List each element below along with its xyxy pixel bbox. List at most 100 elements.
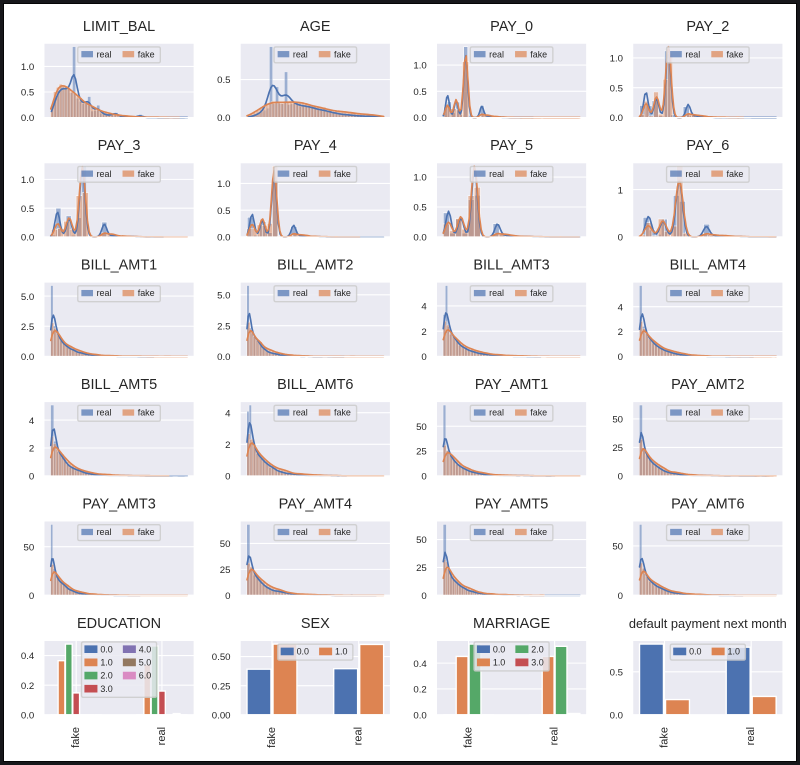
svg-text:real: real [156, 727, 168, 745]
svg-text:0: 0 [421, 472, 426, 483]
svg-text:fake: fake [138, 169, 155, 179]
svg-text:0.0: 0.0 [689, 647, 701, 657]
svg-text:0.0: 0.0 [413, 233, 426, 244]
svg-text:default payment next month: default payment next month [629, 616, 787, 631]
svg-text:BILL_AMT6: BILL_AMT6 [277, 377, 353, 393]
svg-text:PAY_2: PAY_2 [686, 19, 729, 35]
svg-text:BILL_AMT5: BILL_AMT5 [81, 377, 157, 393]
svg-text:BILL_AMT3: BILL_AMT3 [473, 258, 549, 274]
svg-text:PAY_AMT6: PAY_AMT6 [671, 497, 744, 513]
svg-text:AGE: AGE [300, 19, 331, 35]
svg-text:fake: fake [334, 527, 351, 537]
svg-text:0: 0 [225, 591, 230, 602]
svg-text:50: 50 [416, 535, 427, 546]
svg-text:PAY_4: PAY_4 [294, 138, 337, 154]
svg-text:PAY_5: PAY_5 [490, 138, 533, 154]
svg-text:0.2: 0.2 [413, 685, 426, 696]
svg-text:fake: fake [530, 169, 547, 179]
svg-text:0.0: 0.0 [217, 113, 230, 124]
svg-text:PAY_0: PAY_0 [490, 19, 533, 35]
svg-text:fake: fake [530, 49, 547, 59]
svg-text:2.0: 2.0 [100, 671, 112, 681]
svg-text:3.0: 3.0 [100, 684, 112, 694]
svg-text:fake: fake [138, 527, 155, 537]
svg-text:5.0: 5.0 [217, 291, 230, 302]
svg-text:fake: fake [530, 288, 547, 298]
svg-text:0.0: 0.0 [100, 644, 112, 654]
svg-text:1.0: 1.0 [413, 173, 426, 184]
svg-text:1.0: 1.0 [217, 179, 230, 190]
svg-text:0: 0 [421, 352, 426, 363]
svg-text:1.0: 1.0 [335, 647, 347, 657]
svg-text:0.50: 0.50 [212, 652, 231, 663]
svg-text:BILL_AMT4: BILL_AMT4 [670, 258, 746, 274]
svg-text:0.0: 0.0 [21, 352, 34, 363]
svg-text:0.0: 0.0 [21, 710, 34, 721]
svg-text:2.0: 2.0 [531, 644, 543, 654]
svg-text:50: 50 [24, 542, 35, 553]
svg-text:real: real [489, 288, 504, 298]
svg-text:fake: fake [530, 527, 547, 537]
svg-text:0: 0 [618, 352, 623, 363]
svg-text:1.0: 1.0 [493, 658, 505, 668]
svg-text:real: real [489, 527, 504, 537]
svg-text:real: real [489, 169, 504, 179]
svg-text:real: real [685, 288, 700, 298]
svg-text:0.4: 0.4 [413, 659, 427, 670]
svg-text:PAY_AMT2: PAY_AMT2 [671, 377, 744, 393]
svg-text:real: real [293, 408, 308, 418]
svg-text:3.0: 3.0 [531, 658, 543, 668]
svg-text:PAY_AMT3: PAY_AMT3 [82, 497, 155, 513]
svg-text:fake: fake [659, 727, 671, 748]
svg-text:real: real [97, 49, 112, 59]
svg-text:real: real [353, 727, 365, 745]
svg-text:0.2: 0.2 [21, 681, 34, 692]
svg-text:real: real [685, 408, 700, 418]
svg-text:EDUCATION: EDUCATION [77, 616, 161, 632]
svg-text:fake: fake [334, 288, 351, 298]
svg-text:fake: fake [138, 288, 155, 298]
svg-text:BILL_AMT1: BILL_AMT1 [81, 258, 157, 274]
svg-text:4: 4 [421, 302, 427, 313]
svg-text:fake: fake [138, 49, 155, 59]
svg-text:1.0: 1.0 [21, 175, 34, 186]
svg-text:fake: fake [334, 49, 351, 59]
svg-text:2: 2 [225, 440, 230, 451]
svg-text:SEX: SEX [301, 616, 330, 632]
svg-text:0.5: 0.5 [21, 88, 34, 99]
svg-text:0.5: 0.5 [413, 203, 426, 214]
svg-text:0.25: 0.25 [212, 681, 231, 692]
svg-text:5.0: 5.0 [139, 658, 151, 668]
svg-text:25: 25 [220, 565, 231, 576]
svg-text:real: real [685, 49, 700, 59]
svg-text:4: 4 [618, 302, 624, 313]
svg-text:0.5: 0.5 [21, 204, 34, 215]
svg-text:0.5: 0.5 [217, 75, 230, 86]
svg-text:0.0: 0.0 [413, 113, 426, 124]
svg-text:2: 2 [421, 327, 426, 338]
svg-text:50: 50 [612, 542, 623, 553]
svg-text:real: real [97, 288, 112, 298]
svg-text:real: real [745, 727, 757, 745]
svg-text:6.0: 6.0 [139, 671, 151, 681]
svg-text:real: real [293, 49, 308, 59]
svg-text:25: 25 [612, 443, 623, 454]
svg-text:real: real [97, 169, 112, 179]
svg-text:0: 0 [225, 472, 230, 483]
svg-text:fake: fake [138, 408, 155, 418]
svg-text:real: real [293, 288, 308, 298]
svg-text:0.00: 0.00 [212, 710, 231, 721]
svg-text:2: 2 [618, 327, 623, 338]
svg-text:0.5: 0.5 [610, 667, 623, 678]
svg-text:real: real [97, 408, 112, 418]
svg-text:PAY_6: PAY_6 [686, 138, 729, 154]
svg-text:PAY_AMT5: PAY_AMT5 [475, 497, 548, 513]
svg-text:MARRIAGE: MARRIAGE [473, 616, 550, 632]
svg-text:fake: fake [727, 169, 744, 179]
svg-text:2.5: 2.5 [217, 321, 230, 332]
svg-text:real: real [549, 727, 561, 745]
svg-text:0: 0 [29, 472, 34, 483]
svg-text:real: real [489, 49, 504, 59]
svg-text:2: 2 [29, 444, 34, 455]
svg-text:0.0: 0.0 [297, 647, 309, 657]
